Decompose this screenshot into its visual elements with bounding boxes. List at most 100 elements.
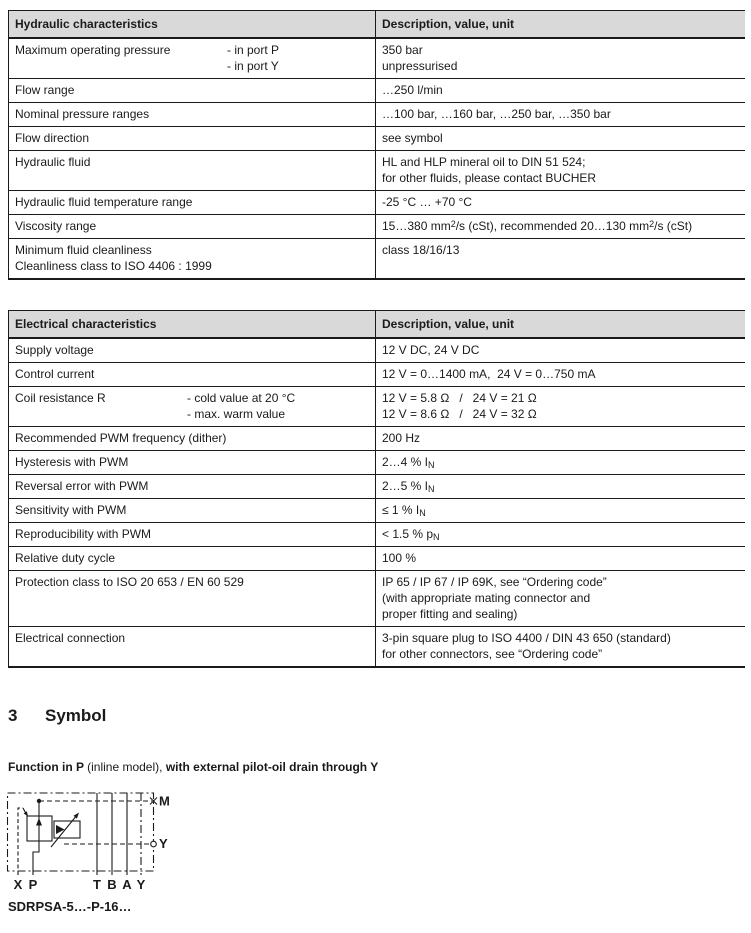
proportional-solenoid-body xyxy=(53,820,81,839)
row-sublabel: - cold value at 20 °C - max. warm value xyxy=(187,390,295,422)
text-line: Maximum operating pressure xyxy=(15,43,171,57)
text-line: Supply voltage xyxy=(15,343,94,357)
row-value-cell: 3-pin square plug to ISO 4400 / DIN 43 6… xyxy=(375,626,745,668)
row-value-cell: …100 bar, …160 bar, …250 bar, …350 bar xyxy=(375,102,745,127)
port-label-y: Y xyxy=(137,877,146,892)
text-line: < 1.5 % pN xyxy=(382,527,440,542)
row-value-cell: 100 % xyxy=(375,546,745,571)
row-value-cell: HL and HLP mineral oil to DIN 51 524; for… xyxy=(375,150,745,191)
label-with-sublabels: Maximum operating pressure - in port P- i… xyxy=(15,42,369,74)
text-line: 100 % xyxy=(382,551,417,565)
text-line: 2…4 % IN xyxy=(382,455,435,470)
text-line: - in port P xyxy=(227,43,280,57)
m-port-plug-icon xyxy=(149,797,158,805)
text-line: Hydraulic fluid temperature range xyxy=(15,195,193,209)
text-line: - cold value at 20 °C xyxy=(187,391,296,405)
table-row: Coil resistance R- cold value at 20 °C - … xyxy=(8,386,745,427)
text-line: Viscosity range xyxy=(15,219,97,233)
row-value-cell: 350 bar unpressurised xyxy=(375,38,745,79)
row-label: Coil resistance R xyxy=(15,390,187,422)
text-line: Nominal pressure ranges xyxy=(15,107,150,121)
symbol-caption: Function in P (inline model), with exter… xyxy=(8,759,745,775)
text-line: see symbol xyxy=(382,131,443,145)
text-line: 12 V = 5.8 Ω / 24 V = 21 Ω xyxy=(382,391,537,405)
section-title: Symbol xyxy=(45,706,107,725)
port-label-y-side: Y xyxy=(159,836,168,851)
text-line: Recommended PWM frequency (dither) xyxy=(15,431,227,445)
text-line: 12 V DC, 24 V DC xyxy=(382,343,480,357)
port-label-b: B xyxy=(107,877,116,892)
text-line: proper fitting and sealing) xyxy=(382,607,518,621)
port-label-p: P xyxy=(29,877,38,892)
solenoid-triangle xyxy=(56,825,65,834)
text-line: HL and HLP mineral oil to DIN 51 524; xyxy=(382,155,586,169)
row-value-cell: -25 °C … +70 °C xyxy=(375,190,745,215)
text-line: 350 bar xyxy=(382,43,423,57)
row-value-cell: 12 V DC, 24 V DC xyxy=(375,338,745,363)
row-value-cell: 12 V = 0…1400 mA, 24 V = 0…750 mA xyxy=(375,362,745,387)
text-line: Reproducibility with PWM xyxy=(15,527,152,541)
row-label-cell: Maximum operating pressure - in port P- i… xyxy=(8,38,376,79)
table-header-row: Hydraulic characteristics Description, v… xyxy=(8,10,745,39)
text-line: class 18/16/13 xyxy=(382,243,460,257)
text-line: ≤ 1 % IN xyxy=(382,503,426,518)
row-value-cell: 15…380 mm2/s (cSt), recommended 20…130 m… xyxy=(375,214,745,239)
adjustment-arrow-shaft xyxy=(50,816,76,848)
table-row: Sensitivity with PWM ≤ 1 % IN xyxy=(8,498,745,523)
table-row: Control current 12 V = 0…1400 mA, 24 V = … xyxy=(8,362,745,387)
row-label: Maximum operating pressure xyxy=(15,42,227,74)
table-row: Electrical connection 3-pin square plug t… xyxy=(8,626,745,668)
section-number: 3 xyxy=(8,706,18,725)
valve-flow-arrowhead xyxy=(36,818,42,826)
row-value-cell: 200 Hz xyxy=(375,426,745,451)
hydraulic-symbol-schematic: M Y X P T B A Y xyxy=(6,792,170,892)
row-label-cell: Sensitivity with PWM xyxy=(8,498,376,523)
text-line: Hysteresis with PWM xyxy=(15,455,129,469)
text-line: for other connectors, see “Ordering code… xyxy=(382,647,603,661)
text-line: Reversal error with PWM xyxy=(15,479,149,493)
row-label-cell: Nominal pressure ranges xyxy=(8,102,376,127)
row-label-cell: Supply voltage xyxy=(8,338,376,363)
row-label-cell: Reproducibility with PWM xyxy=(8,522,376,547)
hydraulic-characteristics-table: Hydraulic characteristics Description, v… xyxy=(8,10,745,280)
text-line: 2…5 % IN xyxy=(382,479,435,494)
text-line: Sensitivity with PWM xyxy=(15,503,127,517)
table-header-row: Electrical characteristics Description, … xyxy=(8,310,745,339)
column-header-characteristics: Hydraulic characteristics xyxy=(8,10,376,39)
text-line: Relative duty cycle xyxy=(15,551,116,565)
row-value-cell: 2…5 % IN xyxy=(375,474,745,499)
text-line: …100 bar, …160 bar, …250 bar, …350 bar xyxy=(382,107,611,121)
table-row: Hydraulic fluid HL and HLP mineral oil to… xyxy=(8,150,745,191)
text-line: -25 °C … +70 °C xyxy=(382,195,472,209)
table-row: Hydraulic fluid temperature range -25 °C … xyxy=(8,190,745,215)
text-line: Protection class to ISO 20 653 / EN 60 5… xyxy=(15,575,244,589)
table-row: Maximum operating pressure - in port P- i… xyxy=(8,38,745,79)
row-sublabel: - in port P - in port Y xyxy=(227,42,279,74)
text-line: Hydraulic fluid xyxy=(15,155,91,169)
port-label-t: T xyxy=(93,877,101,892)
row-value-cell: see symbol xyxy=(375,126,745,151)
column-header-description: Description, value, unit xyxy=(375,10,745,39)
column-header-characteristics: Electrical characteristics xyxy=(8,310,376,339)
text-line: Electrical connection xyxy=(15,631,126,645)
row-value-cell: …250 l/min xyxy=(375,78,745,103)
text-line: - in port Y xyxy=(227,59,279,73)
row-label-cell: Coil resistance R- cold value at 20 °C - … xyxy=(8,386,376,427)
row-value-cell: IP 65 / IP 67 / IP 69K, see “Ordering co… xyxy=(375,570,745,627)
caption-part-bold: with external pilot-oil drain through Y xyxy=(165,760,379,774)
text-line: Minimum fluid cleanliness xyxy=(15,243,152,257)
port-label-m: M xyxy=(159,794,170,809)
table-row: Flow direction see symbol xyxy=(8,126,745,151)
row-label-cell: Flow direction xyxy=(8,126,376,151)
table-row: Viscosity range 15…380 mm2/s (cSt), recom… xyxy=(8,214,745,239)
text-line: Control current xyxy=(15,367,95,381)
text-line: …250 l/min xyxy=(382,83,443,97)
text-line: 3-pin square plug to ISO 4400 / DIN 43 6… xyxy=(382,631,671,645)
row-value-cell: ≤ 1 % IN xyxy=(375,498,745,523)
table-row: Recommended PWM frequency (dither) 200 Hz xyxy=(8,426,745,451)
text-line: 15…380 mm2/s (cSt), recommended 20…130 m… xyxy=(382,219,693,233)
port-label-a: A xyxy=(122,877,132,892)
row-label-cell: Protection class to ISO 20 653 / EN 60 5… xyxy=(8,570,376,627)
text-line: Flow direction xyxy=(15,131,90,145)
text-line: Flow range xyxy=(15,83,75,97)
